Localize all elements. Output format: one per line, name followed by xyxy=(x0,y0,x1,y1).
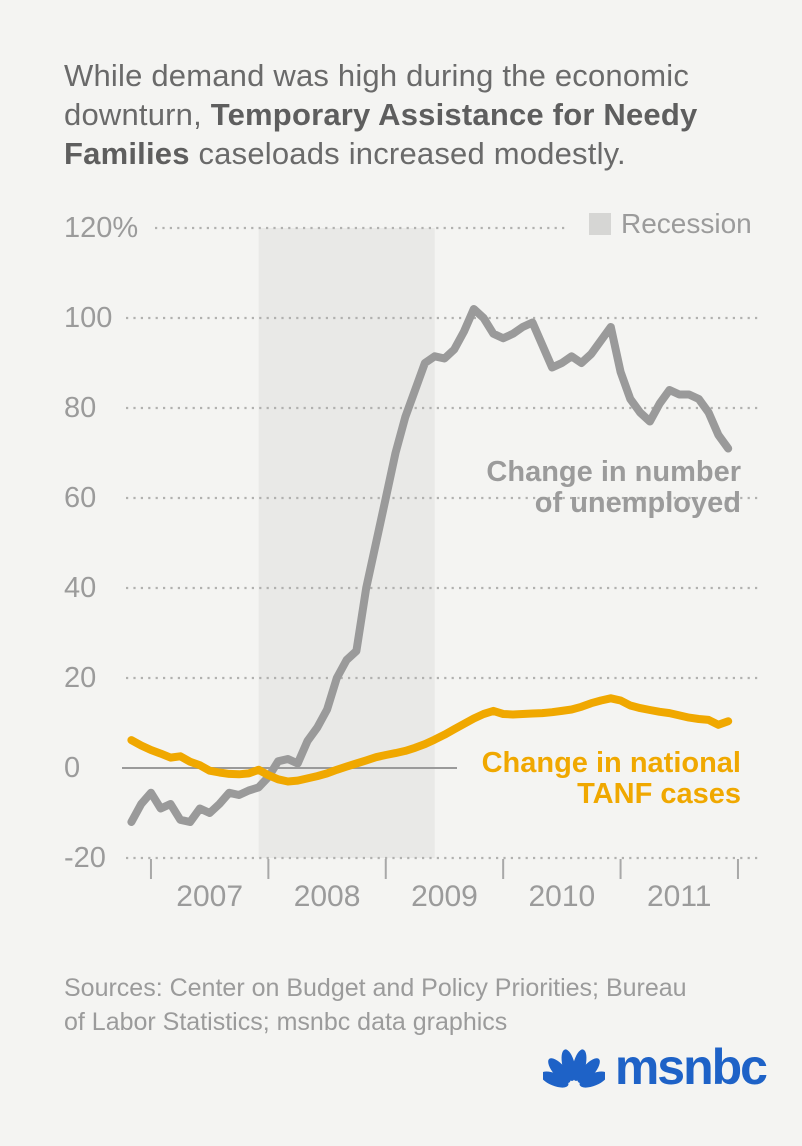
page-title: While demand was high during the economi… xyxy=(64,56,774,173)
title-line: Families caseloads increased modestly. xyxy=(64,136,626,171)
annotation-unemployed: Change in number of unemployed xyxy=(486,457,741,519)
annotation-unemployed-line1: Change in number xyxy=(486,456,741,488)
y-axis-label: 0 xyxy=(64,752,81,784)
tanf-line xyxy=(127,694,733,786)
x-axis-year-label: 2011 xyxy=(646,880,712,913)
annotation-unemployed-line2: of unemployed xyxy=(534,487,741,519)
annotation-tanf-line2: TANF cases xyxy=(577,778,741,810)
peacock-icon xyxy=(542,1049,605,1088)
legend: Recession xyxy=(589,208,752,239)
y-axis-label: 40 xyxy=(64,572,97,604)
y-axis-label: 100 xyxy=(64,302,113,334)
title-line: downturn, Temporary Assistance for Needy xyxy=(64,97,698,132)
recession-swatch-icon xyxy=(589,213,611,235)
legend-label: Recession xyxy=(621,208,752,239)
y-axis-label: 20 xyxy=(64,662,97,694)
y-axis-label: 60 xyxy=(64,482,97,514)
x-axis-year-label: 2010 xyxy=(528,880,596,913)
x-axis-year-label: 2009 xyxy=(411,880,478,913)
sources-line2: of Labor Statistics; msnbc data graphics xyxy=(64,1008,508,1036)
msnbc-logo: msnbc xyxy=(542,1039,768,1095)
sources-line1: Sources: Center on Budget and Policy Pri… xyxy=(64,974,687,1002)
x-axis-year-label: 2008 xyxy=(293,880,361,913)
sources-note: Sources: Center on Budget and Policy Pri… xyxy=(64,971,687,1039)
unemployed-line xyxy=(127,305,733,826)
y-axis-label: 120% xyxy=(64,212,139,244)
annotation-tanf: Change in national TANF cases xyxy=(482,748,741,810)
title-line: While demand was high during the economi… xyxy=(64,58,690,93)
x-axis-year-label: 2007 xyxy=(176,880,244,913)
annotation-tanf-line1: Change in national xyxy=(481,747,741,779)
y-axis-label: 80 xyxy=(64,392,97,424)
y-axis-label: -20 xyxy=(64,842,106,874)
msnbc-wordmark: msnbc xyxy=(614,1039,768,1095)
